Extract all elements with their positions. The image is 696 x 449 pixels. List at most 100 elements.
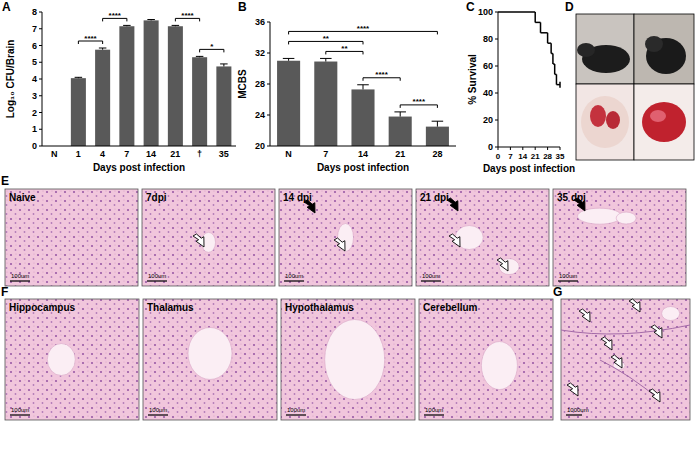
panel-label: C: [466, 0, 475, 14]
y-tick: [39, 112, 42, 113]
y-tick: [495, 147, 498, 148]
x-axis: [498, 147, 560, 148]
x-tick-label: N: [285, 149, 292, 159]
x-tick-label: 28: [432, 149, 442, 159]
step-segment: [535, 22, 540, 24]
significance-label: ****: [181, 11, 194, 20]
y-tick: [495, 66, 498, 67]
y-tick: [495, 93, 498, 94]
photo-mouse: [576, 14, 634, 84]
arrow: [629, 297, 644, 314]
significance-label: ****: [109, 11, 122, 20]
y-tick-label: 100: [478, 7, 493, 17]
lesion: [606, 111, 620, 129]
y-tick: [39, 95, 42, 96]
x-tick-label: 14: [358, 149, 368, 159]
lesion: [590, 105, 606, 127]
scale-bar: [286, 414, 306, 415]
lesion: [662, 307, 680, 321]
x-tick-label: 21: [170, 149, 180, 159]
histology-image: [553, 189, 686, 286]
x-tick-label: 21: [395, 149, 405, 159]
x-tick-label: 14: [518, 152, 527, 161]
lesion: [616, 212, 636, 224]
scale-bar: [424, 414, 444, 415]
x-tick: [547, 147, 548, 150]
censor-tick: [559, 82, 561, 88]
y-tick: [495, 39, 498, 40]
y-tick-label: 3: [32, 91, 37, 101]
x-tick-label: 21: [531, 152, 540, 161]
x-tick-label: 7: [508, 152, 513, 161]
x-tick-label: 28: [543, 152, 552, 161]
y-tick: [39, 28, 42, 29]
y-tick: [267, 84, 270, 85]
scale-label: 100um: [285, 273, 303, 279]
y-tick-label: 32: [255, 48, 265, 58]
y-axis: [498, 12, 499, 147]
y-tick: [267, 115, 270, 116]
bar: [192, 57, 207, 146]
y-tick-label: 36: [255, 17, 265, 27]
y-tick: [39, 45, 42, 46]
y-tick: [39, 79, 42, 80]
x-axis-title: Days post infection: [483, 163, 575, 174]
significance-label: ****: [357, 24, 370, 33]
lesion: [481, 342, 517, 390]
x-tick: [522, 147, 523, 150]
step-riser: [552, 54, 554, 64]
arrow: [611, 353, 626, 370]
bar: [216, 66, 231, 146]
y-tick: [267, 22, 270, 23]
x-tick-label: 35: [556, 152, 565, 161]
histology-image: [419, 299, 553, 420]
scale-bar: [10, 280, 30, 281]
arrow: [334, 236, 349, 253]
lesion: [47, 344, 75, 376]
x-axis-title: Days post infection: [93, 162, 185, 173]
scale-bar: [10, 414, 30, 415]
scale-bar: [147, 280, 167, 281]
error-bar: [172, 25, 180, 27]
x-tick: [535, 147, 536, 150]
histology-image: [416, 189, 549, 286]
x-axis: [270, 146, 456, 147]
error-bar: [357, 85, 369, 90]
y-tick: [495, 120, 498, 121]
brain: [642, 102, 686, 142]
panel-label: G: [553, 285, 562, 299]
tissue-fold: [561, 325, 690, 400]
scale-label: 1000um: [567, 407, 589, 413]
bar: [277, 61, 300, 146]
significance-label: ****: [84, 34, 97, 43]
scale-label: 100um: [148, 273, 166, 279]
scale-label: 100um: [422, 273, 440, 279]
error-bar: [99, 48, 107, 50]
panel-label: B: [238, 0, 247, 14]
bar: [168, 26, 183, 146]
error-bar: [394, 112, 406, 117]
significance-label: ****: [413, 97, 426, 106]
scale-bar: [558, 280, 578, 281]
x-axis: [42, 146, 236, 147]
histology-image: [5, 189, 138, 286]
error-bar: [196, 56, 204, 58]
bar: [389, 117, 412, 146]
photo-brain: [634, 84, 694, 160]
significance-label: *: [210, 42, 214, 51]
bar: [144, 20, 159, 146]
scale-label: 100um: [425, 407, 443, 413]
error-bar: [220, 64, 228, 67]
lesion: [188, 327, 232, 379]
scale-label: 100um: [149, 407, 167, 413]
x-tick-label: 35: [219, 149, 229, 159]
y-tick-label: 28: [255, 79, 265, 89]
image-title: Cerebellum: [423, 302, 478, 313]
y-tick-label: 7: [32, 24, 37, 34]
scale-label: 100um: [11, 273, 29, 279]
image-title: Naive: [9, 192, 36, 203]
histology-image: [281, 299, 415, 420]
bar: [426, 127, 449, 146]
photo-brain: [576, 84, 634, 160]
x-tick-label: 1: [76, 149, 81, 159]
